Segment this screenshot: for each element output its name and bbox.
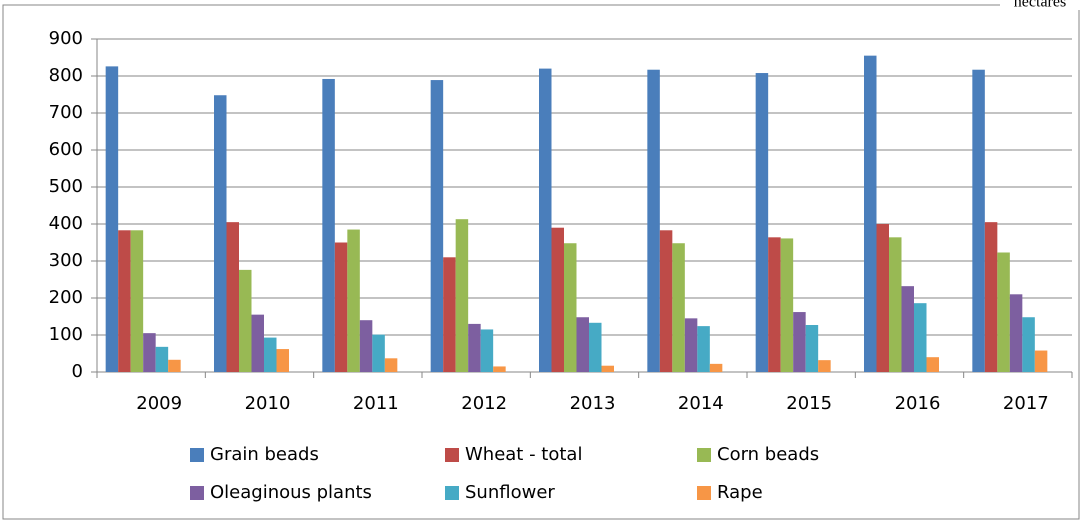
y-tick-label: 500: [49, 176, 83, 197]
bar: [914, 303, 927, 372]
bar: [672, 243, 685, 372]
y-tick-label: 100: [49, 324, 83, 345]
bar: [1034, 350, 1048, 372]
bar: [372, 334, 385, 372]
x-tick-label: 2015: [786, 393, 832, 414]
bar: [697, 326, 710, 372]
bar: [251, 314, 264, 372]
bar: [551, 227, 564, 372]
bar: [768, 237, 781, 372]
bar: [226, 222, 239, 372]
legend-label: Grain beads: [210, 444, 319, 465]
bar: [601, 365, 614, 372]
x-tick-label: 2012: [461, 393, 507, 414]
y-tick-label: 600: [49, 139, 83, 160]
bar: [264, 337, 277, 372]
bar: [480, 329, 494, 372]
unit-background: [1000, 0, 1080, 10]
bar: [347, 229, 360, 372]
legend-label: Corn beads: [717, 444, 819, 465]
bar: [576, 317, 589, 372]
bar: [972, 69, 985, 373]
bar: [105, 66, 119, 372]
bar: [564, 243, 577, 372]
bar: [864, 55, 877, 373]
legend-label: Rape: [717, 482, 763, 503]
bar: [430, 80, 444, 372]
x-tick-label: 2013: [570, 393, 616, 414]
legend-swatch: [190, 448, 204, 462]
bar: [168, 359, 181, 372]
x-tick-label: 2011: [353, 393, 399, 414]
bar: [384, 358, 398, 372]
bar: [322, 78, 335, 373]
y-tick-label: 200: [49, 287, 83, 308]
bar: [818, 360, 831, 372]
bar: [1022, 317, 1035, 372]
bar: [359, 320, 373, 372]
bar: [468, 323, 481, 372]
bar: [926, 357, 939, 372]
bar: [143, 333, 156, 372]
y-tick-label: 800: [49, 65, 83, 86]
x-tick-label: 2017: [1003, 393, 1049, 414]
y-tick-label: 900: [49, 28, 83, 49]
bar: [684, 318, 698, 372]
x-tick-label: 2009: [136, 393, 182, 414]
bar: [647, 69, 660, 373]
legend-label: Sunflower: [465, 482, 555, 503]
legend-swatch: [445, 486, 459, 500]
bar: [276, 349, 289, 372]
bar: [214, 95, 227, 373]
bar: [793, 312, 806, 372]
bar: [539, 68, 552, 372]
x-tick-label: 2010: [245, 393, 291, 414]
bar: [659, 230, 673, 372]
bar: [876, 224, 889, 372]
y-tick-label: 400: [49, 213, 83, 234]
bar: [589, 322, 602, 372]
bar: [443, 257, 456, 372]
unit-label: hectares: [1014, 0, 1066, 11]
bar: [889, 237, 902, 372]
bar: [805, 325, 819, 372]
y-tick-label: 0: [72, 361, 83, 382]
bar: [455, 219, 469, 372]
bar: [1009, 294, 1023, 372]
bar: [118, 230, 131, 372]
bar: [997, 252, 1010, 372]
bar: [493, 366, 506, 372]
legend-label: Oleaginous plants: [210, 482, 372, 503]
legend-label: Wheat - total: [465, 444, 582, 465]
bar: [239, 269, 252, 372]
x-tick-label: 2016: [895, 393, 941, 414]
y-tick-label: 700: [49, 102, 83, 123]
bar: [780, 238, 794, 372]
legend-swatch: [445, 448, 459, 462]
x-tick-label: 2014: [678, 393, 724, 414]
legend-swatch: [697, 486, 711, 500]
bar: [984, 222, 998, 372]
bar: [755, 73, 769, 372]
bar: [130, 230, 144, 372]
bar: [901, 286, 914, 372]
bar: [155, 346, 169, 372]
legend-swatch: [190, 486, 204, 500]
y-tick-label: 300: [49, 250, 83, 271]
bar: [709, 363, 723, 372]
bar: [334, 242, 348, 372]
legend-swatch: [697, 448, 711, 462]
